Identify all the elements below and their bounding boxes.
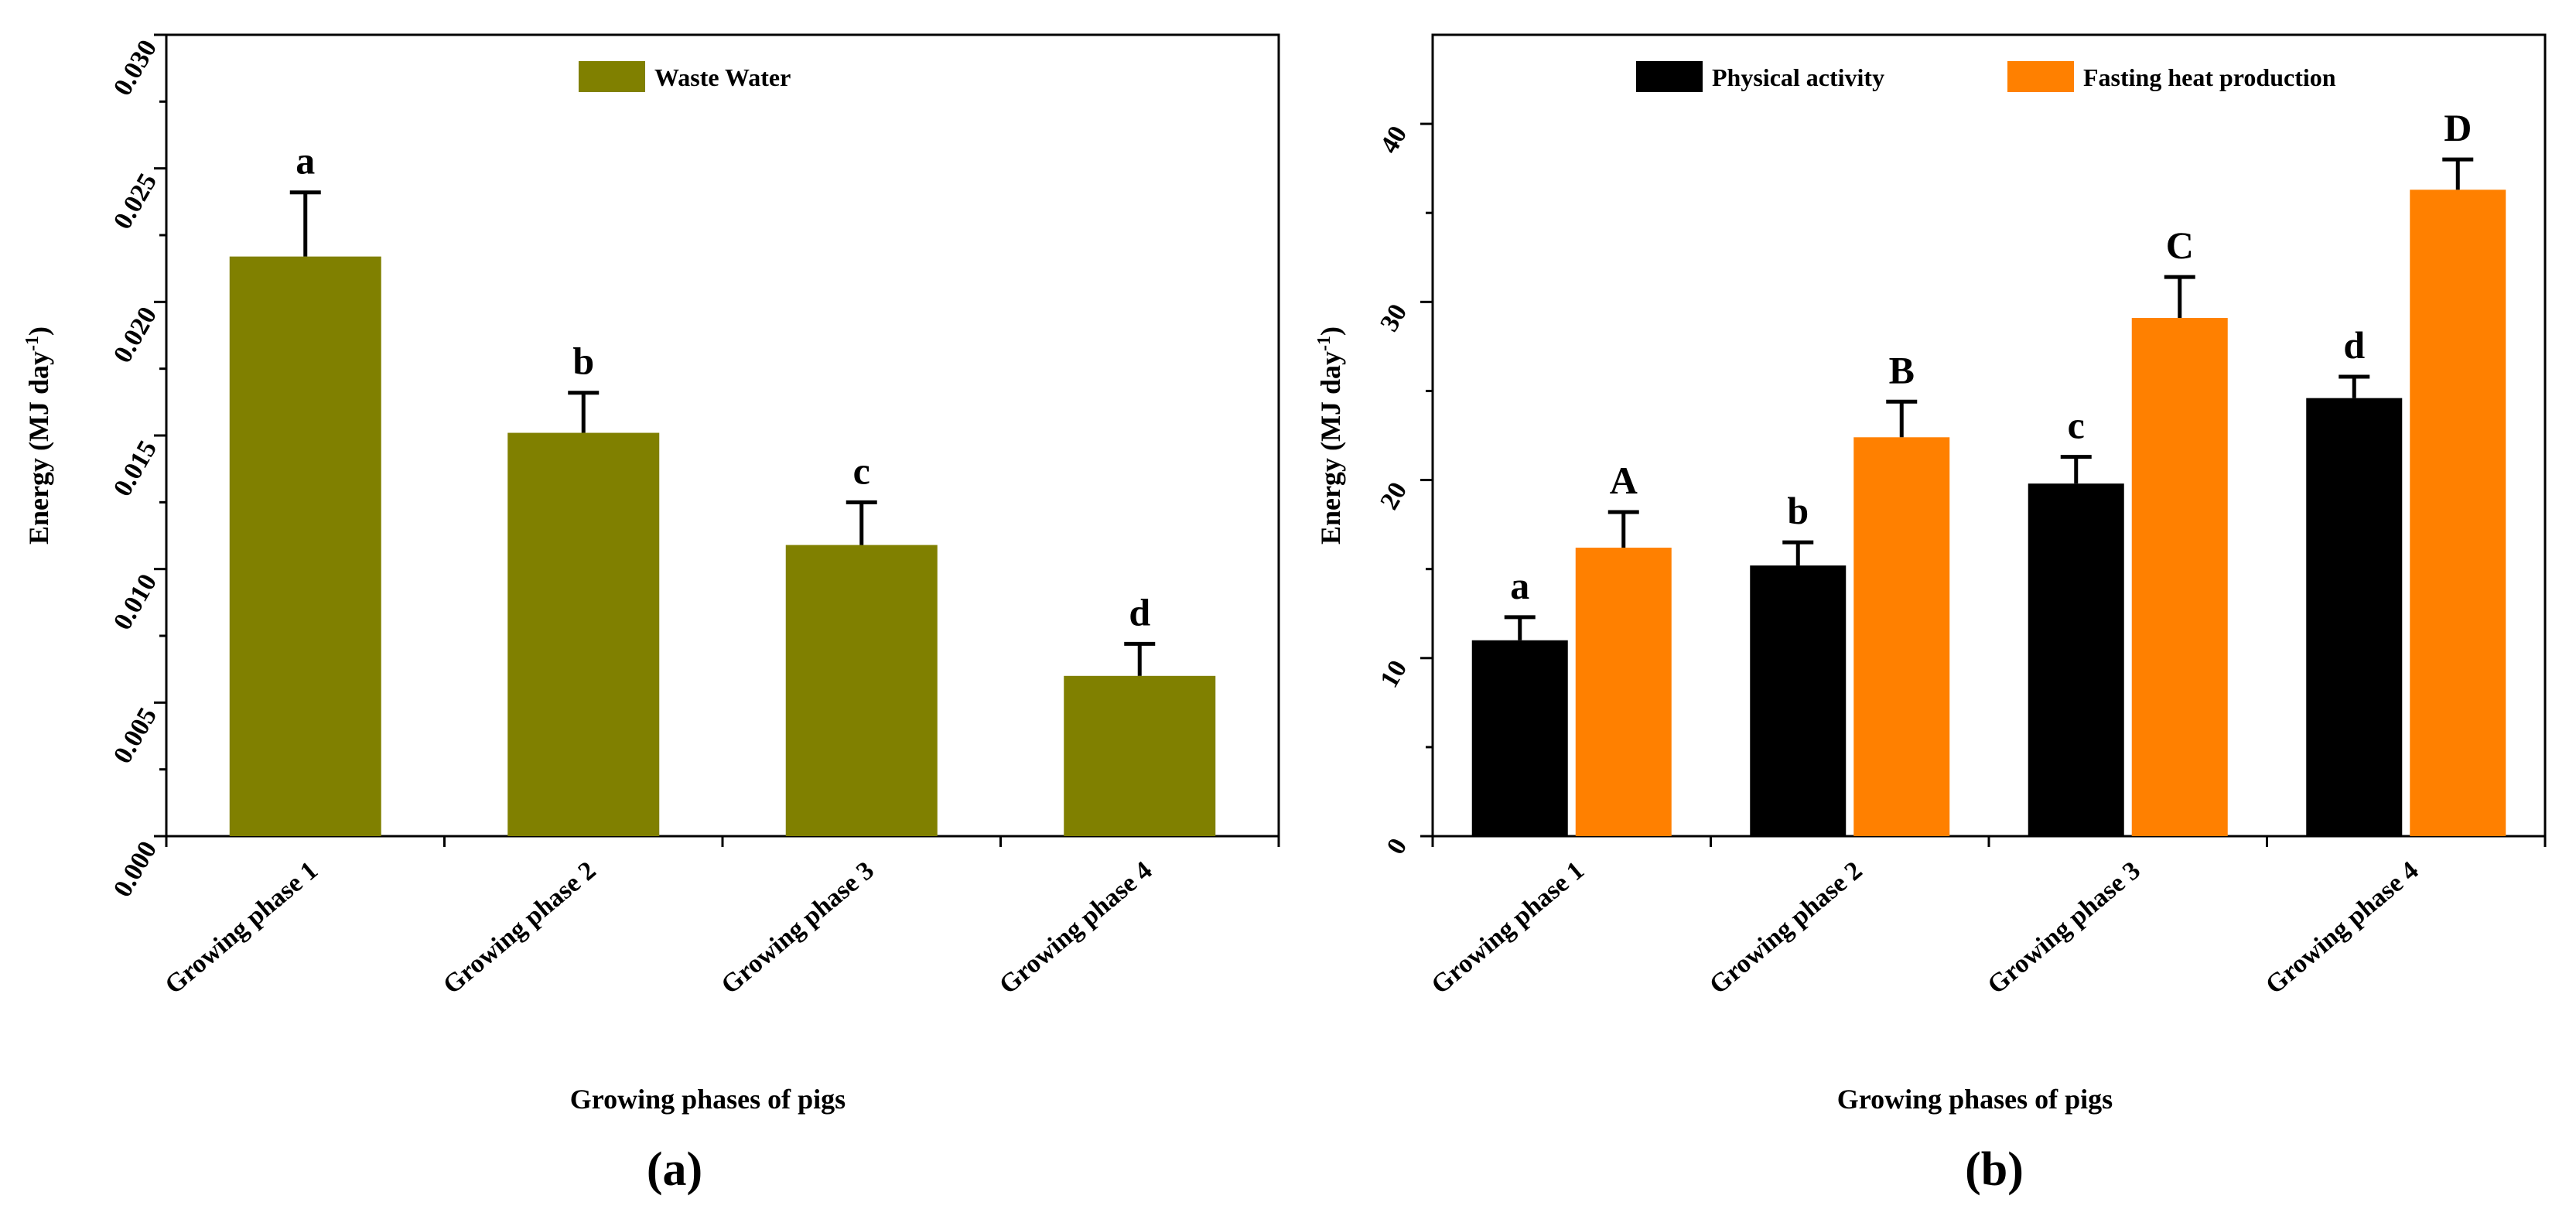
y-axis-title: Energy (MJ day-1) [1314, 326, 1346, 545]
bar [1471, 640, 1568, 836]
x-tick-label: Growing phase 3 [1982, 856, 2145, 1000]
bar [2410, 190, 2506, 836]
y-tick-label: 0 [1382, 834, 1413, 859]
bar [1853, 437, 1950, 836]
y-axis-title: Energy (MJ day-1) [22, 326, 54, 545]
y-axis-title-main: Energy (MJ day [23, 351, 54, 545]
bar [1064, 675, 1216, 836]
x-tick-label: Growing phase 4 [994, 856, 1157, 1000]
y-tick-label: 0.030 [108, 35, 162, 101]
y-tick-label: 0.010 [108, 569, 162, 635]
y-tick-label: 0.025 [108, 169, 162, 234]
significance-label: b [1787, 489, 1809, 532]
x-tick-label: Growing phase 2 [1704, 856, 1867, 1000]
y-tick-label: 10 [1375, 655, 1413, 692]
bar [1575, 548, 1672, 836]
x-tick-label: Growing phase 2 [438, 856, 601, 1000]
bar [2306, 398, 2403, 836]
x-axis-title: Growing phases of pigs [570, 1084, 846, 1115]
x-tick-label: Growing phase 3 [716, 856, 879, 1000]
x-tick-label: Growing phase 1 [159, 856, 323, 1000]
chart-panel-a: 0.000 0.005 0.010 0.015 0.020 0.025 0.030 a Grow… [22, 33, 1280, 1196]
y-tick-label: 0.015 [108, 435, 162, 501]
bar [229, 256, 381, 836]
x-tick-label: Growing phase 4 [2260, 856, 2424, 1000]
significance-label: b [572, 340, 594, 383]
y-axis-title-main: Energy (MJ day [1315, 351, 1346, 545]
legend-swatch [2007, 61, 2074, 92]
chart-panel-b: 0 10 20 30 40 a A Growing phase 1 b B Growing phas… [1314, 33, 2547, 1196]
significance-label: C [2166, 224, 2194, 267]
significance-label: D [2444, 106, 2472, 149]
y-tick-label: 0.005 [108, 703, 162, 769]
significance-label: c [2068, 404, 2085, 447]
legend-swatch [1636, 61, 1703, 92]
bar [1750, 565, 1847, 836]
bar [2028, 483, 2124, 836]
significance-label: d [2343, 323, 2365, 367]
significance-label: d [1129, 590, 1150, 634]
bar [507, 432, 660, 836]
y-axis-title-sup: -1 [1314, 336, 1334, 351]
significance-label: a [296, 139, 315, 183]
panel-label: (a) [647, 1143, 702, 1196]
y-tick-label: 30 [1375, 299, 1413, 336]
panel-label: (b) [1965, 1143, 2024, 1196]
x-tick-label: Growing phase 1 [1426, 856, 1589, 1000]
significance-label: c [853, 449, 870, 492]
legend-swatch [579, 61, 645, 92]
significance-label: a [1510, 564, 1529, 607]
legend-label: Physical activity [1712, 63, 1884, 91]
y-axis-title-sup: -1 [22, 336, 43, 351]
y-tick-label: 40 [1375, 121, 1413, 159]
significance-label: B [1889, 348, 1915, 391]
y-axis-title-end: ) [1315, 326, 1346, 336]
y-tick-label: 0.000 [108, 836, 162, 902]
x-axis-title: Growing phases of pigs [1837, 1084, 2113, 1115]
significance-label: A [1610, 459, 1638, 502]
bar [785, 545, 938, 836]
y-axis-title-end: ) [23, 326, 54, 336]
y-tick-label: 20 [1375, 477, 1413, 514]
bar [2131, 318, 2228, 836]
legend-label: Fasting heat production [2083, 63, 2336, 91]
y-tick-label: 0.020 [108, 302, 162, 368]
legend-label: Waste Water [654, 63, 791, 91]
